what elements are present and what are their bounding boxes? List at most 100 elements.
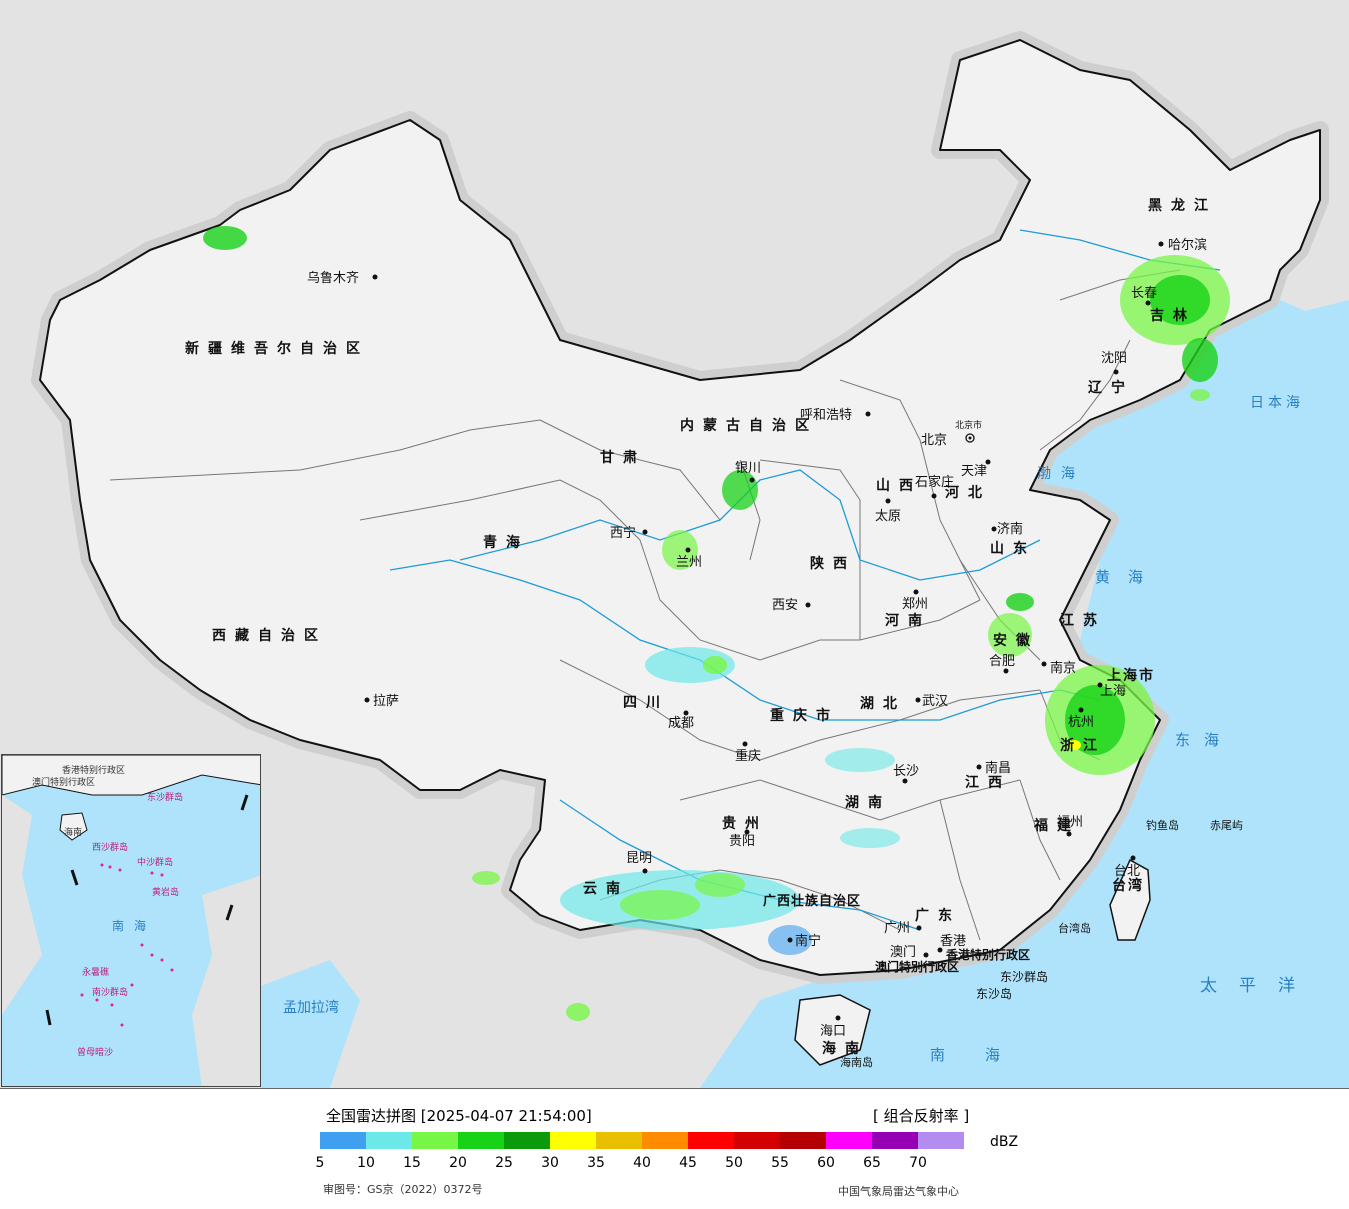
city-label: 合肥 bbox=[989, 654, 1015, 669]
color-swatch bbox=[734, 1132, 780, 1149]
city-label: 乌鲁木齐 bbox=[307, 270, 359, 286]
tick-label: 40 bbox=[633, 1155, 651, 1171]
map-labels: 新疆维吾尔自治区 西藏自治区 青海 甘肃 内蒙古自治区 黑龙江 吉林 辽宁 河北… bbox=[185, 197, 1304, 1069]
tick-label: 20 bbox=[449, 1155, 467, 1171]
city-label: 昆明 bbox=[626, 851, 652, 866]
city-label: 南京 bbox=[1050, 660, 1076, 676]
city-label: 重庆 bbox=[735, 748, 761, 764]
region-label: 甘肃 bbox=[600, 449, 646, 466]
inset-label: 香港特别行政区 bbox=[62, 764, 125, 776]
capital-label: 北京市 bbox=[955, 419, 982, 431]
inset-label: 东沙群岛 bbox=[147, 791, 183, 803]
region-label: 海南 bbox=[822, 1040, 868, 1057]
region-label: 福建 bbox=[1033, 817, 1080, 834]
sea-label: 孟加拉湾 bbox=[283, 999, 339, 1016]
south-china-sea-inset: 香港特别行政区 澳门特别行政区 东沙群岛 海南 西沙群岛 中沙群岛 南海 南沙群… bbox=[1, 754, 261, 1087]
color-swatch bbox=[550, 1132, 596, 1149]
city-label: 成都 bbox=[668, 716, 694, 731]
sea-label: 黄海 bbox=[1095, 568, 1161, 586]
island-label: 海南岛 bbox=[840, 1055, 873, 1069]
tick-label: 55 bbox=[771, 1155, 789, 1171]
color-swatch bbox=[826, 1132, 872, 1149]
region-label: 湖南 bbox=[845, 794, 891, 811]
city-label: 南昌 bbox=[985, 760, 1011, 776]
region-label: 河北 bbox=[945, 484, 991, 501]
taiwan-island bbox=[1109, 858, 1151, 941]
tick-label: 70 bbox=[909, 1155, 927, 1171]
color-swatch bbox=[872, 1132, 918, 1149]
region-label: 贵州 bbox=[722, 815, 768, 832]
region-label: 青海 bbox=[483, 534, 529, 551]
city-label: 杭州 bbox=[1068, 715, 1094, 730]
color-swatch bbox=[642, 1132, 688, 1149]
hainan-island bbox=[794, 994, 871, 1066]
color-scale bbox=[320, 1132, 964, 1149]
tick-label: 50 bbox=[725, 1155, 743, 1171]
unit-label: dBZ bbox=[990, 1134, 1019, 1150]
color-swatch bbox=[366, 1132, 412, 1149]
region-label: 河南 bbox=[885, 612, 931, 629]
inset-label: 海南 bbox=[64, 826, 82, 838]
color-swatch bbox=[780, 1132, 826, 1149]
city-label: 北京 bbox=[921, 433, 947, 448]
sea-label: 东海 bbox=[1175, 731, 1233, 749]
city-label: 海口 bbox=[820, 1024, 846, 1039]
region-label: 广西壮族自治区 bbox=[763, 893, 861, 909]
region-label: 陕西 bbox=[810, 555, 856, 572]
city-label: 台北 bbox=[1114, 864, 1140, 879]
region-label: 黑龙江 bbox=[1148, 197, 1217, 214]
tick-label: 35 bbox=[587, 1155, 605, 1171]
city-label: 香港 bbox=[940, 934, 966, 949]
region-label: 湖北 bbox=[860, 696, 906, 712]
color-swatch bbox=[596, 1132, 642, 1149]
city-label: 澳门 bbox=[890, 944, 916, 960]
color-swatch bbox=[918, 1132, 964, 1149]
inset-label: 永暑礁 bbox=[82, 966, 109, 978]
city-label: 哈尔滨 bbox=[1168, 237, 1207, 253]
tick-label: 65 bbox=[863, 1155, 881, 1171]
region-label: 内蒙古自治区 bbox=[680, 417, 818, 434]
special-region-label: 澳门特别行政区 bbox=[875, 959, 959, 974]
tick-label: 25 bbox=[495, 1155, 513, 1171]
region-label: 四川 bbox=[623, 695, 669, 711]
inset-canvas: 香港特别行政区 澳门特别行政区 东沙群岛 海南 西沙群岛 中沙群岛 南海 南沙群… bbox=[2, 755, 260, 1086]
inset-label: 中沙群岛 bbox=[137, 856, 173, 868]
color-swatch bbox=[688, 1132, 734, 1149]
legend-panel: 全国雷达拼图 [2025-04-07 21:54:00] [ 组合反射率 ] d… bbox=[0, 1088, 1349, 1209]
city-label: 天津 bbox=[961, 464, 987, 479]
city-label: 济南 bbox=[997, 521, 1023, 537]
color-swatch bbox=[320, 1132, 366, 1149]
region-label: 新疆维吾尔自治区 bbox=[185, 340, 369, 357]
region-label: 云南 bbox=[583, 880, 629, 897]
city-label: 上海 bbox=[1100, 684, 1126, 699]
region-label: 重庆市 bbox=[770, 707, 839, 724]
city-label: 石家庄 bbox=[915, 474, 954, 490]
city-label: 长沙 bbox=[893, 764, 919, 779]
sea-label: 日本海 bbox=[1250, 395, 1304, 411]
region-label: 浙江 bbox=[1060, 737, 1106, 754]
inset-label: 南海 bbox=[112, 918, 156, 933]
city-label: 呼和浩特 bbox=[800, 408, 852, 423]
sea-of-japan bbox=[1180, 300, 1349, 470]
pacific-ocean bbox=[700, 300, 1349, 1088]
region-label: 江苏 bbox=[1060, 612, 1106, 629]
region-label: 台湾 bbox=[1112, 877, 1144, 894]
tick-label: 15 bbox=[403, 1155, 421, 1171]
tick-label: 45 bbox=[679, 1155, 697, 1171]
island-label: 台湾岛 bbox=[1058, 921, 1091, 935]
inset-label: 曾母暗沙 bbox=[77, 1046, 113, 1058]
special-region-label: 香港特别行政区 bbox=[945, 947, 1030, 962]
tick-label: 5 bbox=[315, 1155, 325, 1171]
city-label: 银川 bbox=[735, 461, 761, 476]
color-swatch bbox=[458, 1132, 504, 1149]
city-label: 长春 bbox=[1131, 286, 1157, 301]
tick-label: 30 bbox=[541, 1155, 559, 1171]
inset-label: 黄岩岛 bbox=[152, 886, 179, 898]
china-mainland bbox=[39, 39, 1321, 976]
region-label: 西藏自治区 bbox=[212, 627, 327, 644]
region-label: 江西 bbox=[965, 774, 1011, 791]
inset-label: 澳门特别行政区 bbox=[32, 776, 95, 788]
city-label: 太原 bbox=[875, 509, 901, 524]
region-label: 辽宁 bbox=[1088, 379, 1134, 396]
region-label: 山东 bbox=[990, 540, 1036, 557]
